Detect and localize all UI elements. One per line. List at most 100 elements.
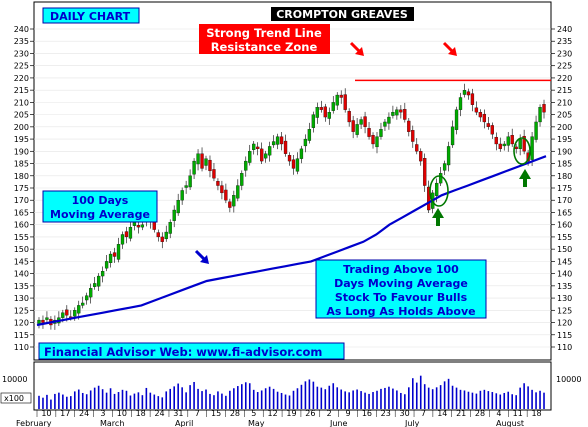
candle-body <box>331 102 335 111</box>
candle-body <box>140 224 145 228</box>
website-box <box>38 342 345 360</box>
day-tick-label: 4 <box>496 409 501 418</box>
candle-body <box>160 236 164 242</box>
day-tick-label: 19 <box>286 409 296 418</box>
candle-body <box>315 107 319 118</box>
price-tick-label: 240 <box>557 25 572 34</box>
chart-title: CROMPTON GREAVES <box>276 8 408 21</box>
price-tick-label: 110 <box>557 343 572 352</box>
candle-body <box>438 173 443 184</box>
price-tick-label: 230 <box>14 49 29 58</box>
price-tick-label: 150 <box>14 245 29 254</box>
price-tick-label: 160 <box>557 221 572 230</box>
candle-body <box>311 114 316 128</box>
day-tick-label: 21 <box>456 409 466 418</box>
candle-body <box>446 146 451 166</box>
candle-body <box>164 231 168 240</box>
candle-body <box>176 200 180 214</box>
price-tick-label: 195 <box>557 135 572 144</box>
candle-body <box>299 148 304 159</box>
resistance-annotation-box <box>199 24 330 54</box>
candle-body <box>248 151 252 163</box>
candle-body <box>478 112 483 118</box>
candle-body <box>327 112 331 119</box>
day-tick-label: 12 <box>268 409 278 418</box>
candle-body <box>104 261 109 269</box>
candle-body <box>81 302 85 306</box>
candle-body <box>37 319 41 324</box>
price-tick-label: 240 <box>14 25 29 34</box>
month-label: March <box>100 419 124 427</box>
trading-annotation-line4: As Long As Holds Above <box>326 305 475 318</box>
price-tick-label: 215 <box>557 86 572 95</box>
price-tick-label: 210 <box>14 98 29 107</box>
price-tick-label: 215 <box>14 86 29 95</box>
day-tick-label: 30 <box>400 409 410 418</box>
candle-body <box>323 106 327 118</box>
candle-body <box>192 160 196 175</box>
candle-body <box>96 275 101 287</box>
resistance-annotation-line2: Resistance Zone <box>211 40 318 54</box>
candle-body <box>494 136 498 145</box>
candle-body <box>482 113 487 123</box>
trading-annotation-line3: Stock To Favour Bulls <box>335 291 468 304</box>
website-text: Financial Advisor Web: www.fi-advisor.co… <box>44 345 322 359</box>
support-touch-marker <box>429 175 449 207</box>
day-tick-label: 3 <box>100 409 105 418</box>
day-tick-label: 14 <box>437 409 447 418</box>
candle-body <box>172 209 176 221</box>
day-tick-label: 11 <box>513 409 523 418</box>
price-tick-label: 200 <box>557 123 572 132</box>
month-label: February <box>16 419 52 427</box>
price-tick-label: 155 <box>557 233 572 242</box>
price-tick-label: 190 <box>14 147 29 156</box>
candle-body <box>470 93 475 105</box>
day-tick-label: 18 <box>136 409 146 418</box>
candle-body <box>458 97 463 110</box>
price-tick-label: 170 <box>14 196 29 205</box>
price-tick-label: 160 <box>14 221 29 230</box>
price-tick-label: 175 <box>14 184 29 193</box>
candle-body <box>474 107 479 113</box>
blue-arrow-icon <box>194 249 209 264</box>
day-tick-label: 24 <box>154 409 164 418</box>
day-tick-label: 7 <box>421 409 426 418</box>
day-tick-label: 7 <box>195 409 200 418</box>
volume-panel-frame <box>33 361 552 411</box>
volume-unit-label: x100 <box>4 394 24 403</box>
support-touch-marker <box>513 137 531 165</box>
moving-average-line <box>36 155 547 327</box>
price-tick-label: 125 <box>14 306 29 315</box>
price-tick-label: 230 <box>557 49 572 58</box>
candle-body <box>180 190 184 201</box>
candle-body <box>65 309 69 316</box>
candle-body <box>275 136 280 145</box>
candle-body <box>383 121 387 127</box>
candle-body <box>335 94 339 106</box>
price-tick-label: 155 <box>14 233 29 242</box>
month-label: May <box>248 419 265 427</box>
trading-annotation-line2: Days Moving Average <box>334 277 468 290</box>
month-label: August <box>496 419 524 427</box>
daily-chart-tag-box <box>42 7 140 24</box>
candle-body <box>128 226 133 239</box>
price-tick-label: 195 <box>14 135 29 144</box>
candle-body <box>224 189 228 201</box>
price-tick-label: 200 <box>14 123 29 132</box>
x-axis: 10 17 24 3 10 18 24 31 7 15 28 5 12 19 26 2 9 16 23 30 7 14 21… <box>16 409 542 427</box>
day-tick-label: 28 <box>230 409 240 418</box>
price-tick-label: 150 <box>557 245 572 254</box>
price-tick-label: 145 <box>14 257 29 266</box>
red-arrow-icon <box>442 41 457 56</box>
candle-body <box>343 94 347 110</box>
candle-body <box>403 109 407 120</box>
price-tick-label: 115 <box>557 331 572 340</box>
candle-body <box>395 109 399 116</box>
candle-body <box>291 159 296 169</box>
candle-body <box>283 140 288 154</box>
candle-body <box>502 143 506 147</box>
price-tick-label: 140 <box>557 270 572 279</box>
candle-body <box>208 159 212 172</box>
candle-body <box>287 155 292 162</box>
trading-annotation-box <box>315 259 487 319</box>
